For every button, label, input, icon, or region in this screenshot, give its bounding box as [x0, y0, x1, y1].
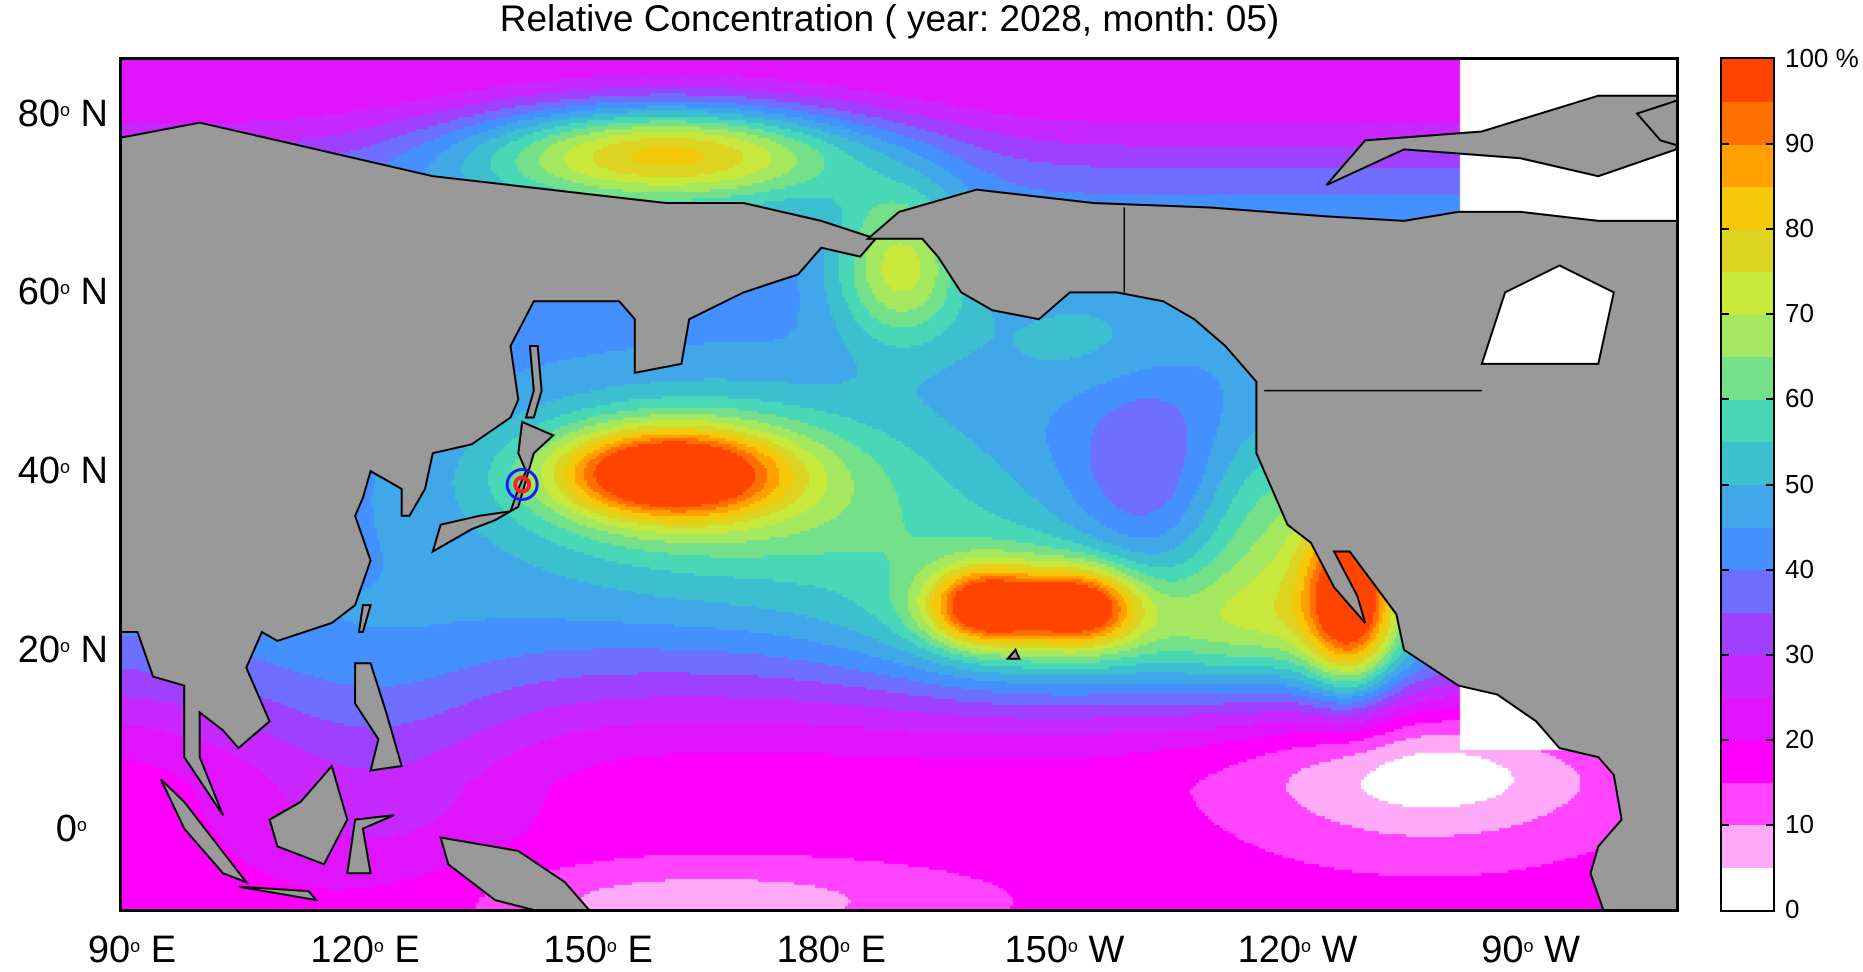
- colorbar-tick-label: 20: [1785, 723, 1814, 754]
- colorbar-tick: [1722, 228, 1729, 231]
- colorbar-tick: [1722, 653, 1729, 656]
- colorbar-bin: [1722, 441, 1773, 485]
- colorbar-tick: [1766, 483, 1773, 486]
- colorbar-bin: [1722, 356, 1773, 400]
- colorbar-tick: [1722, 823, 1729, 826]
- greenland: [1635, 99, 1676, 146]
- longitude-tick-label: 150o E: [543, 929, 653, 971]
- longitude-tick-label: 180o E: [776, 929, 886, 971]
- asia-landmass: [122, 121, 878, 816]
- colorbar-tick: [1766, 738, 1773, 741]
- colorbar-bin: [1722, 144, 1773, 188]
- colorbar-bin: [1722, 399, 1773, 443]
- colorbar-tick-label: 70: [1785, 298, 1814, 329]
- colorbar-tick: [1722, 568, 1729, 571]
- colorbar-tick-label: 30: [1785, 638, 1814, 669]
- java-island: [238, 885, 319, 902]
- colorbar-bin: [1722, 484, 1773, 528]
- colorbar-bin: [1722, 101, 1773, 145]
- latitude-tick-label: 40o N: [17, 450, 108, 493]
- colorbar-bin: [1722, 824, 1773, 868]
- canadian-arctic-islands: [1325, 94, 1676, 187]
- colorbar-tick-label: 60: [1785, 383, 1814, 414]
- colorbar-tick: [1722, 738, 1729, 741]
- colorbar-bin: [1722, 782, 1773, 826]
- colorbar-tick-label: 90: [1785, 128, 1814, 159]
- map-plot-area: [119, 57, 1679, 912]
- latitude-tick-label: 20o N: [17, 628, 108, 671]
- colorbar-tick: [1722, 483, 1729, 486]
- north-america-landmass: [865, 188, 1676, 909]
- colorbar-tick-label: 10: [1785, 808, 1814, 839]
- colorbar-bin: [1722, 59, 1773, 103]
- colorbar-tick: [1722, 398, 1729, 401]
- latitude-tick-label: 80o N: [17, 92, 108, 135]
- philippines-islands: [354, 662, 403, 772]
- colorbar-bin: [1722, 569, 1773, 613]
- colorbar-tick: [1766, 228, 1773, 231]
- colorbar-bin: [1722, 314, 1773, 358]
- taiwan-island: [357, 604, 372, 633]
- japan-island: [431, 420, 556, 554]
- colorbar-tick: [1722, 143, 1729, 146]
- new-guinea-island: [439, 836, 590, 909]
- land-layer: [122, 94, 1676, 909]
- colorbar-tick: [1766, 313, 1773, 316]
- colorbar-bin: [1722, 739, 1773, 783]
- longitude-tick-label: 120o E: [310, 929, 420, 971]
- hudson-bay: [1480, 264, 1615, 365]
- longitude-tick-label: 120o W: [1237, 929, 1358, 971]
- colorbar-tick-label: 100 %: [1785, 43, 1859, 73]
- colorbar-tick-label: 40: [1785, 553, 1814, 584]
- colorbar-bin: [1722, 229, 1773, 273]
- colorbar-tick-label: 0: [1785, 894, 1800, 924]
- source-marker-inner-ring: [513, 475, 532, 494]
- longitude-tick-label: 150o W: [1004, 929, 1125, 971]
- sakhalin-island: [524, 345, 543, 419]
- colorbar-tick-label: 80: [1785, 213, 1814, 244]
- colorbar-tick: [1766, 398, 1773, 401]
- sumatra-island: [159, 778, 250, 885]
- source-marker-outer-ring: [505, 468, 539, 501]
- hawaii-island: [1005, 647, 1021, 660]
- colorbar-bin: [1722, 527, 1773, 571]
- longitude-tick-label: 90o E: [87, 929, 177, 971]
- colorbar-bin: [1722, 697, 1773, 741]
- longitude-tick-label: 90o W: [1481, 929, 1580, 971]
- sulawesi-island: [346, 814, 395, 875]
- colorbar-bin: [1722, 867, 1773, 911]
- colorbar-tick: [1766, 143, 1773, 146]
- colorbar-bin: [1722, 612, 1773, 656]
- colorbar-tick: [1766, 823, 1773, 826]
- latitude-tick-label: 60o N: [17, 271, 108, 314]
- colorbar-bin: [1722, 654, 1773, 698]
- colorbar-tick: [1766, 653, 1773, 656]
- borneo-island: [268, 763, 349, 866]
- latitude-tick-label: 0o: [55, 807, 87, 850]
- colorbar-tick: [1722, 313, 1729, 316]
- colorbar-tick-label: 50: [1785, 468, 1814, 499]
- colorbar: [1720, 57, 1775, 912]
- colorbar-tick: [1766, 568, 1773, 571]
- colorbar-bin: [1722, 271, 1773, 315]
- colorbar-bin: [1722, 186, 1773, 230]
- map-title: Relative Concentration ( year: 2028, mon…: [499, 0, 1280, 39]
